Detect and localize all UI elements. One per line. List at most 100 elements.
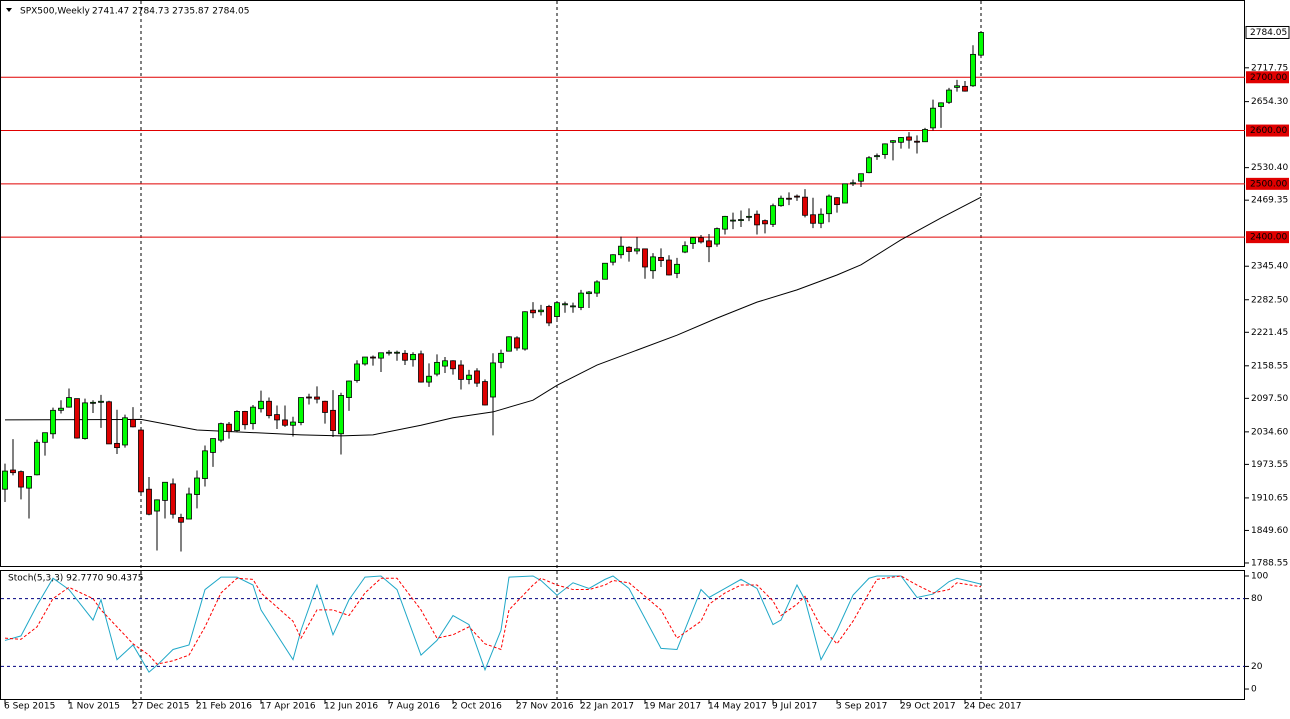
level-label-box	[1246, 71, 1289, 84]
y-tick-label: 2034.60	[1251, 427, 1288, 437]
candle-body	[498, 352, 504, 363]
stoch-line	[4, 575, 982, 665]
x-tick-label: 9 Jul 2017	[772, 702, 817, 712]
stoch-title: Stoch(5,3,3) 92.7770 90.4375	[8, 574, 143, 584]
candle-body	[842, 183, 848, 204]
candle-body	[154, 499, 160, 512]
candle-body	[354, 363, 360, 381]
candle-body	[978, 32, 984, 56]
candle-body	[674, 263, 680, 274]
y-tick-label: 0	[1251, 685, 1257, 695]
y-tick-label: 2282.50	[1251, 295, 1288, 305]
candle-body	[34, 441, 40, 476]
level-label: 2600.00	[1250, 126, 1287, 136]
y-tick-label: 20	[1251, 662, 1263, 672]
candle-body	[930, 107, 936, 129]
candle-body	[858, 173, 864, 182]
candle-body	[522, 311, 528, 350]
candle-body	[442, 360, 448, 367]
candle-body	[922, 129, 928, 143]
candle-body	[274, 414, 280, 421]
candle-body	[458, 364, 464, 380]
price-label-box	[1245, 25, 1290, 39]
candle-body	[946, 89, 952, 103]
candle-body	[146, 488, 152, 515]
candle-body	[402, 352, 408, 361]
candle-body	[666, 259, 672, 276]
candle-body	[762, 220, 768, 225]
candle-body	[746, 215, 752, 218]
candle-body	[202, 450, 208, 479]
candle-body	[98, 400, 104, 403]
candle-body	[194, 477, 200, 495]
level-label: 2700.00	[1250, 73, 1287, 83]
y-tick-label: 2654.30	[1251, 97, 1288, 107]
candle-body	[18, 471, 24, 488]
candle-body	[658, 256, 664, 261]
candle-body	[474, 370, 480, 384]
candle-body	[970, 53, 976, 87]
candle-body	[938, 102, 944, 107]
candle-body	[418, 353, 424, 383]
candle-body	[570, 305, 576, 308]
candle-body	[874, 155, 880, 158]
candle-body	[226, 423, 232, 433]
stoch-line	[4, 575, 982, 673]
x-tick-label: 19 Mar 2017	[644, 702, 701, 712]
candle-body	[530, 309, 536, 314]
candle-body	[538, 309, 544, 313]
candle-body	[82, 402, 88, 439]
x-tick-label: 1 Nov 2015	[68, 702, 120, 712]
candle-body	[138, 429, 144, 493]
candle-body	[322, 400, 328, 413]
candle-body	[786, 197, 792, 200]
candle-body	[706, 240, 712, 248]
x-tick-label: 12 Jun 2016	[324, 702, 378, 712]
candle-body	[258, 400, 264, 410]
candle-body	[642, 248, 648, 268]
x-tick-label: 14 May 2017	[708, 702, 767, 712]
chart-subtitle: 2741.47 2784.73 2735.87 2784.05	[92, 7, 249, 17]
candle-body	[178, 517, 184, 523]
x-tick-label: 22 Jan 2017	[580, 702, 634, 712]
candle-body	[466, 374, 472, 380]
candle-body	[818, 213, 824, 224]
candle-body	[626, 246, 632, 252]
candle-body	[850, 182, 856, 185]
level-label: 2500.00	[1250, 179, 1287, 189]
x-tick-label: 27 Dec 2015	[132, 702, 190, 712]
x-tick-label: 29 Oct 2017	[900, 702, 956, 712]
candle-body	[250, 406, 256, 425]
candle-body	[434, 361, 440, 375]
candle-body	[482, 381, 488, 406]
candle-body	[618, 245, 624, 256]
candle-body	[802, 196, 808, 216]
candle-body	[794, 195, 800, 198]
candle-body	[378, 352, 384, 359]
candle-body	[394, 351, 400, 354]
candle-body	[386, 351, 392, 354]
y-tick-label: 2345.40	[1251, 262, 1288, 272]
chart-title: SPX500,Weekly	[20, 7, 91, 17]
y-tick-label: 2530.40	[1251, 163, 1288, 173]
candle-body	[306, 396, 312, 399]
candle-body	[962, 85, 968, 92]
y-tick-label: 100	[1251, 571, 1268, 581]
candle-body	[554, 302, 560, 317]
candle-body	[298, 397, 304, 423]
candle-body	[906, 136, 912, 141]
candle-body	[578, 292, 584, 308]
candle-body	[370, 356, 376, 359]
level-label-box	[1246, 124, 1289, 137]
candle-body	[162, 481, 168, 501]
candle-body	[882, 143, 888, 155]
y-tick-label: 2221.45	[1251, 328, 1288, 338]
candle-body	[690, 237, 696, 244]
candle-body	[66, 397, 72, 408]
candle-body	[114, 442, 120, 449]
y-tick-label: 2097.50	[1251, 394, 1288, 404]
y-tick-label: 2469.35	[1251, 196, 1288, 206]
y-tick-label: 1910.65	[1251, 493, 1288, 503]
y-tick-label: 1788.55	[1251, 558, 1288, 568]
